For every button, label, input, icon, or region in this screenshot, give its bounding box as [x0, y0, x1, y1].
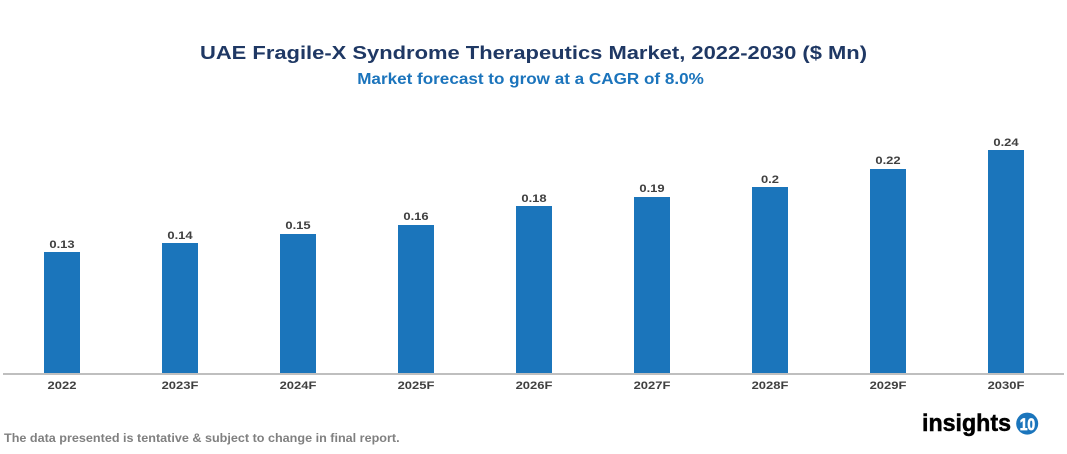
svg-text:10: 10: [1020, 415, 1035, 434]
svg-text:insights: insights: [922, 410, 1011, 437]
